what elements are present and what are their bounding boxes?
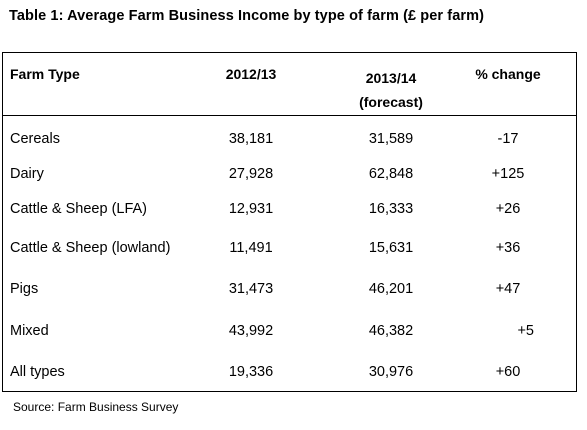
- table-row: Cattle & Sheep (LFA) 12,931 16,333 +26: [3, 189, 576, 229]
- header-2012-13: 2012/13: [225, 66, 277, 82]
- cell-2012-13: 43,992: [228, 323, 274, 339]
- table-row: Dairy 27,928 62,848 +125: [3, 154, 576, 194]
- cell-farm-type: All types: [10, 364, 65, 380]
- cell-percent-change: +36: [495, 240, 521, 256]
- cell-percent-change: -17: [497, 131, 519, 147]
- cell-farm-type: Cattle & Sheep (LFA): [10, 201, 148, 217]
- cell-percent-change: +26: [495, 201, 521, 217]
- cell-farm-type: Cereals: [10, 131, 60, 147]
- header-2013-14-note: (forecast): [359, 94, 423, 110]
- cell-2012-13: 11,491: [229, 240, 273, 256]
- cell-percent-change: +60: [495, 364, 521, 380]
- cell-2013-14: 31,589: [368, 131, 414, 147]
- cell-2013-14: 30,976: [368, 364, 414, 380]
- cell-farm-type: Cattle & Sheep (lowland): [10, 240, 171, 256]
- cell-percent-change: +47: [495, 281, 521, 297]
- cell-2013-14: 46,201: [368, 281, 414, 297]
- source-note: Source: Farm Business Survey: [13, 400, 179, 414]
- cell-2012-13: 38,181: [228, 131, 274, 147]
- cell-2012-13: 12,931: [228, 201, 274, 217]
- header-2013-14: 2013/14 (forecast): [336, 66, 446, 114]
- cell-2013-14: 46,382: [368, 323, 414, 339]
- cell-percent-change: +125: [491, 166, 525, 182]
- header-farm-type: Farm Type: [10, 66, 80, 82]
- table-row: All types 19,336 30,976 +60: [3, 352, 576, 392]
- cell-2013-14: 62,848: [368, 166, 414, 182]
- cell-2013-14: 16,333: [368, 201, 414, 217]
- cell-farm-type: Pigs: [10, 281, 39, 297]
- table-row: Cereals 38,181 31,589 -17: [3, 119, 576, 159]
- cell-2013-14: 15,631: [368, 240, 414, 256]
- cell-farm-type: Mixed: [10, 323, 49, 339]
- cell-2012-13: 31,473: [228, 281, 274, 297]
- cell-farm-type: Dairy: [10, 166, 44, 182]
- cell-percent-change: +5: [517, 323, 534, 339]
- table-row: Cattle & Sheep (lowland) 11,491 15,631 +…: [3, 228, 576, 268]
- table-title: Table 1: Average Farm Business Income by…: [9, 8, 485, 24]
- table-header-row: Farm Type 2012/13 2013/14 (forecast) % c…: [3, 53, 576, 116]
- header-percent-change: % change: [475, 66, 541, 82]
- table-row: Mixed 43,992 46,382 +5: [3, 311, 576, 351]
- cell-2012-13: 19,336: [228, 364, 274, 380]
- header-2013-14-year: 2013/14: [365, 70, 417, 86]
- table-row: Pigs 31,473 46,201 +47: [3, 269, 576, 309]
- farm-income-table: Farm Type 2012/13 2013/14 (forecast) % c…: [2, 52, 577, 392]
- cell-2012-13: 27,928: [228, 166, 274, 182]
